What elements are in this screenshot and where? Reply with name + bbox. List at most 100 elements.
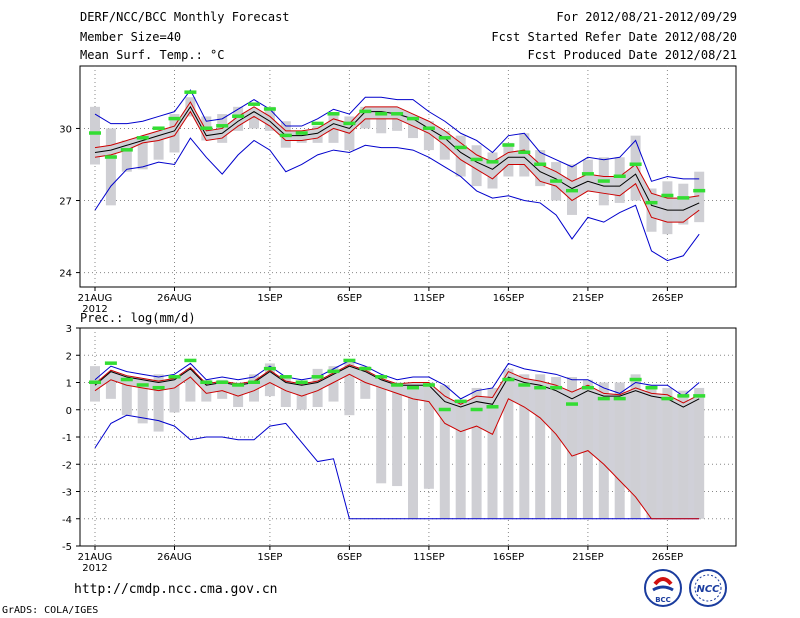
member-box xyxy=(662,387,673,519)
marker-dash xyxy=(518,383,531,387)
member-box xyxy=(217,379,228,399)
marker-dash xyxy=(534,162,547,166)
marker-dash xyxy=(311,121,324,126)
marker-dash xyxy=(184,90,197,94)
member-box xyxy=(344,360,355,416)
member-box xyxy=(137,382,148,424)
x-tick-label: 1SEP xyxy=(257,293,282,304)
marker-dash xyxy=(422,126,435,130)
marker-dash xyxy=(581,172,594,176)
member-box xyxy=(471,145,482,187)
x-tick-label: 6SEP xyxy=(337,552,362,563)
marker-dash xyxy=(422,383,435,387)
marker-dash xyxy=(343,121,356,126)
member-box xyxy=(582,379,593,519)
y-tick-label: 0 xyxy=(66,406,72,417)
ncc-logo-text: NCC xyxy=(696,584,720,595)
x-tick-label: 11SEP xyxy=(413,293,444,304)
member-box xyxy=(312,368,323,408)
y-tick-label: -3 xyxy=(62,488,72,499)
grads-credit: GrADS: COLA/IGES xyxy=(2,605,99,616)
marker-dash xyxy=(645,200,658,205)
source-url[interactable]: http://cmdp.ncc.cma.gov.cn xyxy=(74,582,278,597)
marker-dash xyxy=(486,160,499,164)
x-tick-label: 11SEP xyxy=(413,552,444,563)
member-box xyxy=(646,385,657,519)
marker-dash xyxy=(391,383,404,387)
member-box xyxy=(153,374,164,432)
marker-dash xyxy=(120,148,133,152)
marker-dash xyxy=(200,126,213,130)
y-tick-label: 1 xyxy=(66,379,72,390)
ncc-logo: NCC xyxy=(689,569,727,607)
member-box xyxy=(360,106,371,129)
marker-dash xyxy=(232,114,245,118)
marker-dash xyxy=(168,375,181,379)
member-box xyxy=(487,387,498,519)
marker-dash xyxy=(216,380,229,384)
precip-title: Prec.: log(mm/d) xyxy=(80,311,196,325)
marker-dash xyxy=(550,385,563,390)
marker-dash xyxy=(629,377,642,382)
member-box xyxy=(423,382,434,489)
x-tick-label: 16SEP xyxy=(493,293,524,304)
series-line-max xyxy=(94,89,700,182)
marker-dash xyxy=(566,188,578,193)
series-line-p_lower xyxy=(94,373,700,520)
member-box xyxy=(121,379,132,416)
marker-dash xyxy=(327,112,340,116)
member-box xyxy=(678,183,689,225)
marker-dash xyxy=(581,385,594,390)
marker-dash xyxy=(311,375,324,379)
member-box xyxy=(280,377,291,408)
member-box xyxy=(455,135,466,177)
member-box xyxy=(423,121,434,151)
series-line-p_lower xyxy=(94,110,700,223)
marker-dash xyxy=(216,124,229,128)
member-box xyxy=(598,382,609,519)
member-box xyxy=(551,377,562,519)
marker-dash xyxy=(200,380,213,384)
member-box xyxy=(312,126,323,143)
member-box xyxy=(90,106,100,165)
marker-dash xyxy=(184,358,197,363)
marker-dash xyxy=(566,402,578,406)
member-box xyxy=(408,385,418,519)
marker-dash xyxy=(232,383,245,387)
member-box xyxy=(487,152,498,189)
member-box xyxy=(264,106,275,131)
member-box xyxy=(137,140,148,170)
marker-dash xyxy=(104,361,117,365)
marker-dash xyxy=(677,394,690,398)
marker-dash xyxy=(263,107,276,111)
member-box xyxy=(694,387,705,519)
marker-dash xyxy=(550,179,563,183)
member-box xyxy=(105,374,116,399)
member-box xyxy=(535,374,546,519)
y-tick-label: 30 xyxy=(59,124,72,135)
bcc-logo: BCC xyxy=(644,569,682,607)
marker-dash xyxy=(248,380,260,384)
x-tick-label: 26SEP xyxy=(652,293,683,304)
marker-dash xyxy=(120,377,133,382)
marker-dash xyxy=(375,375,388,379)
member-box xyxy=(201,379,212,402)
member-box xyxy=(567,377,577,519)
member-box xyxy=(376,379,387,484)
member-box xyxy=(392,382,403,487)
member-box xyxy=(630,374,641,519)
marker-dash xyxy=(613,174,626,178)
marker-dash xyxy=(645,385,658,390)
marker-dash xyxy=(470,407,483,412)
series-line-min xyxy=(94,137,700,262)
marker-dash xyxy=(470,157,483,162)
x-tick-label: 21AUG xyxy=(78,293,113,304)
marker-dash xyxy=(534,385,547,390)
member-box xyxy=(614,382,625,519)
marker-dash xyxy=(407,116,419,121)
member-box xyxy=(471,387,482,519)
marker-dash xyxy=(438,136,451,140)
x-tick-label: 26SEP xyxy=(652,552,683,563)
y-tick-label: -4 xyxy=(62,515,72,526)
